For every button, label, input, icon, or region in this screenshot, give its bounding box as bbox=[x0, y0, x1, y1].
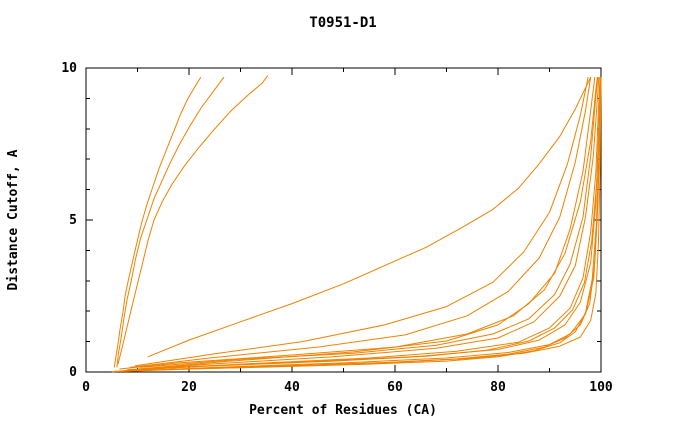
model-curve-model-06 bbox=[114, 77, 601, 372]
model-curve-model-08 bbox=[124, 77, 600, 371]
x-tick-label: 80 bbox=[490, 380, 506, 395]
model-curve-model-13 bbox=[134, 77, 589, 367]
model-curve-model-12 bbox=[147, 76, 592, 358]
y-tick-label: 10 bbox=[61, 61, 77, 76]
chart-title: T0951-D1 bbox=[309, 15, 376, 31]
model-curve-model-02 bbox=[116, 76, 225, 368]
x-tick-label: 0 bbox=[82, 380, 90, 395]
model-curve-model-17 bbox=[140, 77, 599, 368]
x-tick-label: 20 bbox=[181, 380, 197, 395]
model-curve-model-07 bbox=[132, 77, 601, 371]
model-curve-model-01 bbox=[113, 76, 202, 368]
model-curve-model-15 bbox=[116, 77, 602, 372]
x-tick-label: 40 bbox=[284, 380, 300, 395]
y-axis-label: Distance Cutoff, A bbox=[6, 149, 21, 290]
x-axis-label: Percent of Residues (CA) bbox=[249, 403, 437, 418]
model-curve-model-05 bbox=[127, 77, 602, 372]
model-curve-model-11 bbox=[129, 77, 592, 368]
model-curve-model-03 bbox=[117, 75, 269, 365]
x-tick-label: 100 bbox=[589, 380, 613, 395]
x-tick-label: 60 bbox=[387, 380, 403, 395]
y-tick-label: 5 bbox=[69, 213, 77, 228]
model-curve-model-16 bbox=[127, 77, 601, 371]
y-tick-label: 0 bbox=[69, 365, 77, 380]
model-curve-model-04 bbox=[122, 77, 602, 372]
model-curve-model-14 bbox=[111, 77, 601, 373]
curves-layer bbox=[111, 75, 602, 373]
